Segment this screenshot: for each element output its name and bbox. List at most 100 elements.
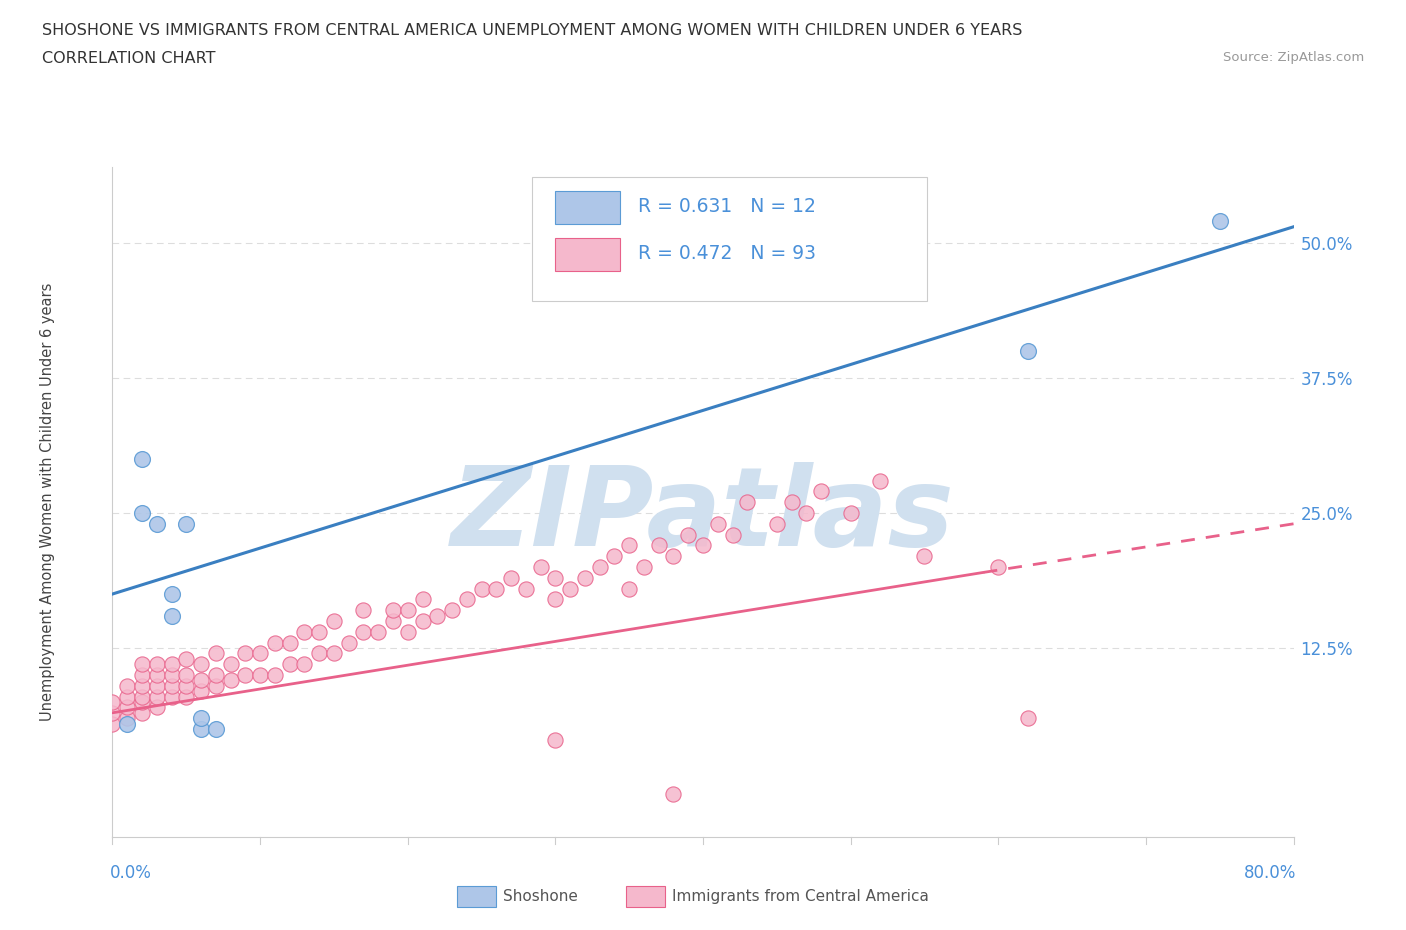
Text: SHOSHONE VS IMMIGRANTS FROM CENTRAL AMERICA UNEMPLOYMENT AMONG WOMEN WITH CHILDR: SHOSHONE VS IMMIGRANTS FROM CENTRAL AMER… xyxy=(42,23,1022,38)
Point xyxy=(292,657,315,671)
Point xyxy=(292,624,315,639)
Text: R = 0.472   N = 93: R = 0.472 N = 93 xyxy=(638,244,815,262)
Point xyxy=(323,614,346,629)
FancyBboxPatch shape xyxy=(531,178,928,301)
Point xyxy=(146,657,169,671)
Point xyxy=(131,452,153,467)
Point xyxy=(515,581,537,596)
Point xyxy=(308,624,330,639)
Point xyxy=(678,527,700,542)
Point xyxy=(190,711,212,725)
Point xyxy=(544,732,567,747)
Point xyxy=(131,705,153,720)
Text: Unemployment Among Women with Children Under 6 years: Unemployment Among Women with Children U… xyxy=(39,283,55,722)
Point xyxy=(174,516,197,531)
Point xyxy=(117,711,138,725)
Point xyxy=(190,657,212,671)
Point xyxy=(190,722,212,737)
Point xyxy=(1208,214,1232,229)
Point xyxy=(633,560,655,575)
Text: 80.0%: 80.0% xyxy=(1244,864,1296,882)
Point xyxy=(558,581,582,596)
Point xyxy=(485,581,508,596)
Point xyxy=(131,678,153,693)
Point xyxy=(205,678,228,693)
Point xyxy=(249,668,271,683)
Point xyxy=(692,538,714,552)
Point xyxy=(101,716,124,731)
Point xyxy=(117,678,138,693)
Point xyxy=(131,506,153,521)
Point xyxy=(810,484,832,498)
Point xyxy=(619,581,641,596)
Point xyxy=(411,592,433,607)
Point xyxy=(146,689,169,704)
Point xyxy=(1017,711,1039,725)
Point xyxy=(174,668,197,683)
Point xyxy=(131,657,153,671)
FancyBboxPatch shape xyxy=(555,238,620,272)
Point xyxy=(233,668,256,683)
Point xyxy=(160,608,183,623)
Point xyxy=(352,603,374,618)
Text: CORRELATION CHART: CORRELATION CHART xyxy=(42,51,215,66)
Point xyxy=(839,506,862,521)
Point xyxy=(382,603,405,618)
Point xyxy=(160,689,183,704)
Point xyxy=(780,495,803,510)
Point xyxy=(190,673,212,688)
Point xyxy=(662,787,685,802)
Point xyxy=(264,668,287,683)
Point xyxy=(117,689,138,704)
Point xyxy=(190,684,212,698)
Point xyxy=(146,678,169,693)
Point xyxy=(411,614,433,629)
Point xyxy=(101,695,124,710)
Point xyxy=(470,581,494,596)
Point xyxy=(869,473,891,488)
Point xyxy=(603,549,626,564)
Point xyxy=(205,646,228,661)
Point xyxy=(501,570,523,585)
Point xyxy=(796,506,818,521)
Point xyxy=(146,516,169,531)
Point xyxy=(662,549,685,564)
Point xyxy=(544,592,567,607)
Point xyxy=(352,624,374,639)
Point xyxy=(1017,343,1039,358)
Point xyxy=(101,705,124,720)
FancyBboxPatch shape xyxy=(555,191,620,224)
Point xyxy=(337,635,360,650)
Point xyxy=(308,646,330,661)
Point xyxy=(396,624,419,639)
Point xyxy=(914,549,936,564)
Point xyxy=(574,570,596,585)
Point xyxy=(441,603,464,618)
Point xyxy=(647,538,671,552)
Point xyxy=(264,635,287,650)
Point xyxy=(219,657,242,671)
Point xyxy=(146,700,169,715)
Point xyxy=(737,495,759,510)
Point xyxy=(323,646,346,661)
Point xyxy=(117,716,138,731)
Point xyxy=(205,668,228,683)
Point xyxy=(721,527,744,542)
Point xyxy=(131,668,153,683)
Text: 0.0%: 0.0% xyxy=(110,864,152,882)
Text: Source: ZipAtlas.com: Source: ZipAtlas.com xyxy=(1223,51,1364,64)
Point xyxy=(766,516,789,531)
Point xyxy=(456,592,478,607)
Point xyxy=(382,614,405,629)
Point xyxy=(426,608,449,623)
Point xyxy=(278,657,301,671)
Text: Immigrants from Central America: Immigrants from Central America xyxy=(672,889,929,904)
Point xyxy=(987,560,1010,575)
Point xyxy=(174,689,197,704)
Point xyxy=(131,689,153,704)
Text: R = 0.631   N = 12: R = 0.631 N = 12 xyxy=(638,197,815,216)
Point xyxy=(249,646,271,661)
Point xyxy=(174,678,197,693)
Point xyxy=(233,646,256,661)
Point xyxy=(131,695,153,710)
